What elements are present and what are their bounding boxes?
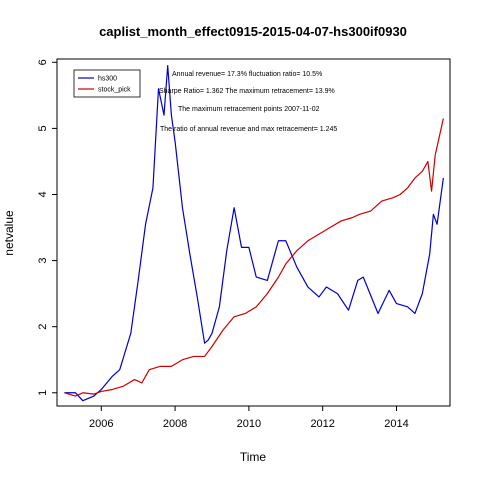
series-line-hs300 bbox=[64, 65, 444, 402]
plot-frame bbox=[56, 58, 451, 407]
series-group bbox=[64, 65, 444, 402]
y-tick-label: 6 bbox=[37, 59, 49, 65]
axes: 2006 2008 2010 2012 2014 1 2 3 4 5 6 bbox=[37, 59, 409, 430]
annotation-2: Sharpe Ratio= 1.362 The maximum retracem… bbox=[159, 88, 335, 95]
x-tick-label: 2006 bbox=[89, 418, 113, 430]
y-tick-label: 3 bbox=[37, 258, 49, 264]
annotation-4: The ratio of annual revenue and max retr… bbox=[160, 126, 337, 133]
x-tick-label: 2012 bbox=[310, 418, 334, 430]
legend-label-stock-pick: stock_pick bbox=[98, 87, 131, 94]
y-tick-label: 1 bbox=[37, 390, 49, 396]
x-tick-label: 2014 bbox=[384, 418, 408, 430]
chart-title: caplist_month_effect0915-2015-04-07-hs30… bbox=[99, 24, 407, 39]
y-tick-label: 2 bbox=[37, 324, 49, 330]
annotation-1: Annual revenue= 17.3% fluctuation ratio=… bbox=[172, 71, 322, 78]
x-tick-label: 2010 bbox=[237, 418, 261, 430]
legend: hs300 stock_pick bbox=[73, 69, 141, 98]
x-axis-label: Time bbox=[240, 450, 267, 464]
y-tick-label: 5 bbox=[37, 125, 49, 131]
legend-box bbox=[73, 69, 141, 98]
annotation-group: Annual revenue= 17.3% fluctuation ratio=… bbox=[159, 71, 337, 133]
y-axis-label: netvalue bbox=[2, 210, 16, 256]
x-tick-label: 2008 bbox=[163, 418, 187, 430]
annotation-3: The maximum retracement points 2007-11-0… bbox=[178, 106, 320, 113]
legend-label-hs300: hs300 bbox=[98, 76, 117, 83]
y-tick-label: 4 bbox=[37, 191, 49, 197]
series-line-stock-pick bbox=[64, 118, 444, 397]
